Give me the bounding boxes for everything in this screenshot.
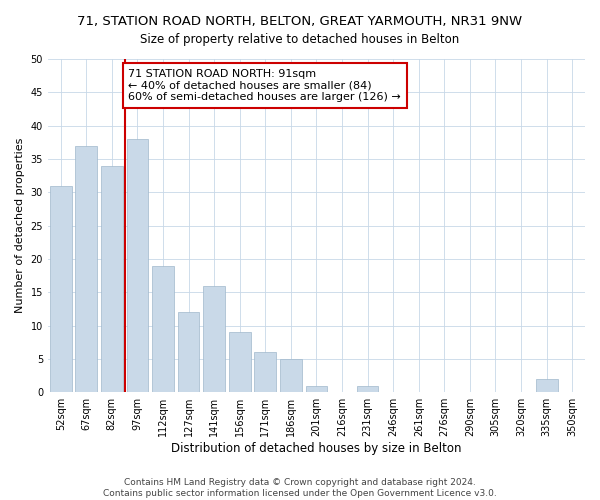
Text: 71 STATION ROAD NORTH: 91sqm
← 40% of detached houses are smaller (84)
60% of se: 71 STATION ROAD NORTH: 91sqm ← 40% of de…: [128, 69, 401, 102]
Bar: [178, 312, 199, 392]
Bar: [305, 386, 328, 392]
Bar: [229, 332, 251, 392]
Bar: [152, 266, 174, 392]
Bar: [127, 139, 148, 392]
Bar: [101, 166, 123, 392]
Bar: [254, 352, 276, 392]
X-axis label: Distribution of detached houses by size in Belton: Distribution of detached houses by size …: [171, 442, 462, 455]
Y-axis label: Number of detached properties: Number of detached properties: [15, 138, 25, 314]
Bar: [357, 386, 379, 392]
Bar: [76, 146, 97, 392]
Text: 71, STATION ROAD NORTH, BELTON, GREAT YARMOUTH, NR31 9NW: 71, STATION ROAD NORTH, BELTON, GREAT YA…: [77, 15, 523, 28]
Bar: [536, 379, 557, 392]
Text: Size of property relative to detached houses in Belton: Size of property relative to detached ho…: [140, 32, 460, 46]
Bar: [203, 286, 225, 392]
Bar: [50, 186, 71, 392]
Text: Contains HM Land Registry data © Crown copyright and database right 2024.
Contai: Contains HM Land Registry data © Crown c…: [103, 478, 497, 498]
Bar: [280, 359, 302, 392]
